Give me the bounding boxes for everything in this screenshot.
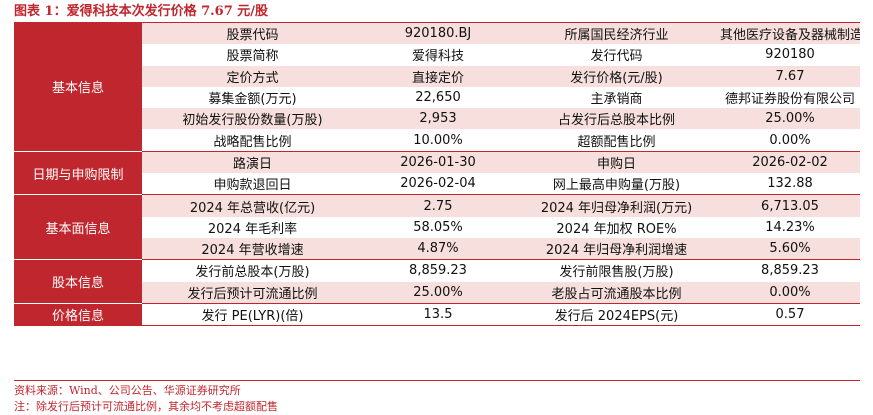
figure-title: 图表 1：爱得科技本次发行价格 7.67 元/股 xyxy=(14,4,269,19)
source-note: 资料来源：Wind、公司公告、华源证券研究所 xyxy=(14,384,241,397)
field-value: 22,650 xyxy=(363,86,513,109)
table-row: 股票简称 爱得科技 发行代码 920180 xyxy=(14,44,860,66)
field-value: 920180.BJ xyxy=(363,23,513,45)
table-row: 2024 年毛利率 58.05% 2024 年加权 ROE% 14.23% xyxy=(14,216,860,238)
field-label: 2024 年加权 ROE% xyxy=(513,216,720,238)
field-value: 2.75 xyxy=(363,194,513,217)
field-label: 发行代码 xyxy=(513,44,720,66)
category-label: 股本信息 xyxy=(14,259,142,304)
field-value: 920180 xyxy=(720,44,860,66)
field-label: 2024 年归母净利润(万元) xyxy=(513,194,720,217)
table-row: 定价方式 直接定价 发行价格(元/股) 7.67 xyxy=(14,65,860,87)
field-label: 发行价格(元/股) xyxy=(513,65,720,87)
table-row: 基本信息 股票代码 920180.BJ 所属国民经济行业 其他医疗设备及器械制造 xyxy=(14,23,860,152)
field-value: 58.05% xyxy=(363,216,513,238)
field-label: 发行 PE(LYR)(倍) xyxy=(142,303,363,327)
table-row: 价格信息 发行 PE(LYR)(倍) 13.5 发行后 2024EPS(元) 0.57 xyxy=(14,303,860,327)
field-value: 25.00% xyxy=(363,281,513,304)
field-value: 7.67 xyxy=(720,65,860,87)
table-row: 股本信息 发行前总股本(万股) 8,859.23 发行前限售股(万股) 8,859.23 xyxy=(14,259,860,304)
category-label: 基本信息 xyxy=(14,23,142,152)
field-value: 132.88 xyxy=(720,173,860,196)
title-rule xyxy=(14,22,860,23)
table-row: 基本面信息 2024 年总营收(亿元) 2.75 2024 年归母净利润(万元) 6,7… xyxy=(14,194,860,261)
field-value: 2,953 xyxy=(363,108,513,130)
field-value: 8,859.23 xyxy=(720,259,860,282)
field-label: 战略配售比例 xyxy=(142,129,363,152)
footnote: 注：除发行后预计可流通比例，其余均不考虑超额配售 xyxy=(14,400,278,413)
field-value: 2026-02-02 xyxy=(720,151,860,174)
field-value: 爱得科技 xyxy=(363,44,513,66)
field-label: 申购日 xyxy=(513,151,720,174)
field-label: 募集金额(万元) xyxy=(142,86,363,109)
field-value: 6,713.05 xyxy=(720,194,860,217)
field-label: 发行前限售股(万股) xyxy=(513,259,720,282)
field-label: 老股占可流通股本比例 xyxy=(513,281,720,304)
table-row: 募集金额(万元) 22,650 主承销商 德邦证券股份有限公司 xyxy=(14,86,860,109)
field-value: 德邦证券股份有限公司 xyxy=(720,86,860,109)
field-value: 2026-01-30 xyxy=(363,151,513,174)
field-label: 2024 年毛利率 xyxy=(142,216,363,238)
table-row: 发行后预计可流通比例 25.00% 老股占可流通股本比例 0.00% xyxy=(14,281,860,304)
field-value: 25.00% xyxy=(720,108,860,130)
field-value: 0.00% xyxy=(720,129,860,152)
field-label: 占发行后总股本比例 xyxy=(513,108,720,130)
category-label: 日期与申购限制 xyxy=(14,151,142,196)
field-label: 股票代码 xyxy=(142,23,363,45)
field-label: 发行后预计可流通比例 xyxy=(142,281,363,304)
table-row: 战略配售比例 10.00% 超额配售比例 0.00% xyxy=(14,129,860,152)
field-value: 2026-02-04 xyxy=(363,173,513,196)
category-label: 基本面信息 xyxy=(14,194,142,261)
field-value: 0.00% xyxy=(720,281,860,304)
table-row: 2024 年营收增速 4.87% 2024 年归母净利润增速 5.60% xyxy=(14,237,860,261)
table-row: 申购款退回日 2026-02-04 网上最高申购量(万股) 132.88 xyxy=(14,173,860,196)
field-value: 5.60% xyxy=(720,237,860,261)
field-label: 发行后 2024EPS(元) xyxy=(513,303,720,327)
field-value: 直接定价 xyxy=(363,65,513,87)
field-value: 其他医疗设备及器械制造 xyxy=(720,23,860,45)
field-label: 网上最高申购量(万股) xyxy=(513,173,720,196)
field-label: 股票简称 xyxy=(142,44,363,66)
field-label: 所属国民经济行业 xyxy=(513,23,720,45)
table-row: 日期与申购限制 路演日 2026-01-30 申购日 2026-02-02 xyxy=(14,151,860,196)
field-label: 申购款退回日 xyxy=(142,173,363,196)
field-value: 13.5 xyxy=(363,303,513,327)
field-label: 2024 年归母净利润增速 xyxy=(513,237,720,261)
field-label: 2024 年总营收(亿元) xyxy=(142,194,363,217)
field-value: 10.00% xyxy=(363,129,513,152)
table-row: 初始发行股份数量(万股) 2,953 占发行后总股本比例 25.00% xyxy=(14,108,860,130)
field-value: 8,859.23 xyxy=(363,259,513,282)
category-label: 价格信息 xyxy=(14,303,142,327)
field-label: 超额配售比例 xyxy=(513,129,720,152)
field-label: 路演日 xyxy=(142,151,363,174)
ipo-info-table: 基本信息 股票代码 920180.BJ 所属国民经济行业 其他医疗设备及器械制造 股票简称… xyxy=(14,23,860,327)
field-label: 发行前总股本(万股) xyxy=(142,259,363,282)
field-label: 2024 年营收增速 xyxy=(142,237,363,261)
table-bottom-rule xyxy=(14,380,860,381)
field-value: 4.87% xyxy=(363,237,513,261)
field-value: 0.57 xyxy=(720,303,860,327)
field-label: 定价方式 xyxy=(142,65,363,87)
field-label: 初始发行股份数量(万股) xyxy=(142,108,363,130)
field-label: 主承销商 xyxy=(513,86,720,109)
field-value: 14.23% xyxy=(720,216,860,238)
